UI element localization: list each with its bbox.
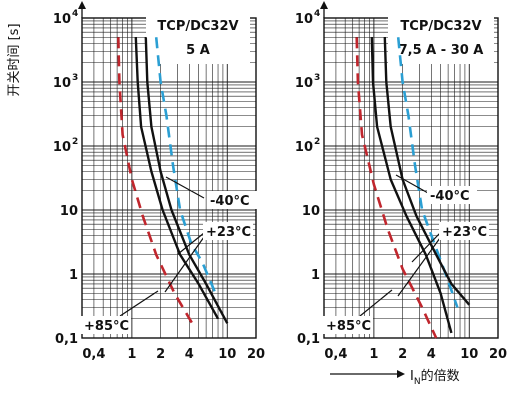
y-tick-label: 10 — [53, 76, 71, 91]
y-tick-label: 10 — [53, 12, 71, 27]
y-tick-label: 10 — [53, 140, 71, 155]
x-tick-label: 1 — [127, 347, 136, 362]
arrow-head-icon — [78, 1, 86, 9]
series-line-2 — [144, 37, 229, 324]
annotation-label: +85°C — [326, 319, 371, 334]
y-tick-exponent: 3 — [314, 73, 320, 83]
x-tick-label: 2 — [398, 347, 407, 362]
annotation-leader — [411, 232, 441, 263]
y-tick-label: 1 — [69, 268, 78, 283]
x-tick-label: 10 — [218, 347, 236, 362]
chart-panel-2: TCP/DC32V 7,5 A - 30 A -40°C +23°C +85°C 0,4 1… — [295, 1, 507, 387]
annotation-leader — [177, 232, 205, 255]
x-axis-title-subscript: N — [414, 377, 421, 387]
chart-title: TCP/DC32V — [400, 19, 481, 34]
y-tick-exponent: 2 — [314, 137, 320, 147]
series-line-3 — [134, 37, 220, 320]
y-tick-label: 1 — [311, 268, 320, 283]
y-tick-exponent: 2 — [72, 137, 78, 147]
chart-title: TCP/DC32V — [157, 19, 238, 34]
x-tick-label: 20 — [489, 347, 507, 362]
annotation-label: +85°C — [84, 319, 129, 334]
y-tick-exponent: 3 — [72, 73, 78, 83]
x-tick-label: 0,4 — [324, 347, 347, 362]
annotation-bg — [439, 222, 489, 240]
annotation-bg — [203, 222, 253, 240]
annotation-bg — [323, 316, 373, 334]
series-line-4 — [355, 37, 438, 339]
x-tick-label: 4 — [427, 347, 436, 362]
annotation-bg — [427, 186, 477, 204]
x-axis-title-symbol: I — [410, 369, 414, 384]
annotation-label: +23°C — [442, 225, 487, 240]
annotation-label: -40°C — [430, 189, 470, 204]
annotation-leader — [397, 237, 441, 297]
annotation-leader — [165, 176, 205, 199]
annotation-leader — [395, 174, 429, 194]
x-axis-title: IN的倍数 — [410, 368, 460, 387]
arrow-head-icon — [397, 370, 405, 378]
series-line-1 — [154, 37, 217, 294]
grid — [323, 18, 499, 339]
x-tick-label: 4 — [185, 347, 194, 362]
y-tick-label: 10 — [295, 140, 313, 155]
annotation-label: +23°C — [206, 225, 251, 240]
y-tick-exponent: 4 — [72, 9, 78, 19]
x-tick-label: 10 — [460, 347, 478, 362]
y-tick-exponent: 4 — [314, 9, 320, 19]
y-tick-label: 10 — [302, 204, 320, 219]
x-tick-label: 1 — [369, 347, 378, 362]
annotation-label: -40°C — [210, 194, 250, 209]
arrow-head-icon — [320, 1, 328, 9]
y-tick-label: 10 — [295, 76, 313, 91]
annotation-leader — [359, 289, 393, 317]
title-box — [388, 12, 494, 64]
x-axis-title-rest: 的倍数 — [421, 368, 460, 384]
y-tick-label: 0,1 — [55, 332, 78, 347]
x-tick-label: 2 — [156, 347, 165, 362]
x-tick-label: 0,4 — [82, 347, 105, 362]
chart-subtitle: 5 A — [186, 43, 210, 58]
series-line-3 — [370, 37, 453, 334]
x-tick-label: 20 — [247, 347, 265, 362]
y-axis-title: 开关时间 [s] — [7, 23, 22, 96]
series-line-1 — [396, 37, 459, 308]
y-tick-label: 10 — [295, 12, 313, 27]
annotation-leader — [164, 236, 205, 293]
annotation-bg — [81, 316, 131, 334]
title-box — [146, 12, 250, 64]
annotation-bg — [207, 191, 257, 209]
series-line-4 — [117, 37, 196, 328]
y-tick-label: 10 — [60, 204, 78, 219]
chart-subtitle: 7,5 A - 30 A — [399, 43, 484, 58]
annotation-leader — [119, 290, 159, 317]
series-line-2 — [383, 37, 471, 306]
plot-frame — [323, 17, 499, 339]
y-tick-label: 0,1 — [297, 332, 320, 347]
